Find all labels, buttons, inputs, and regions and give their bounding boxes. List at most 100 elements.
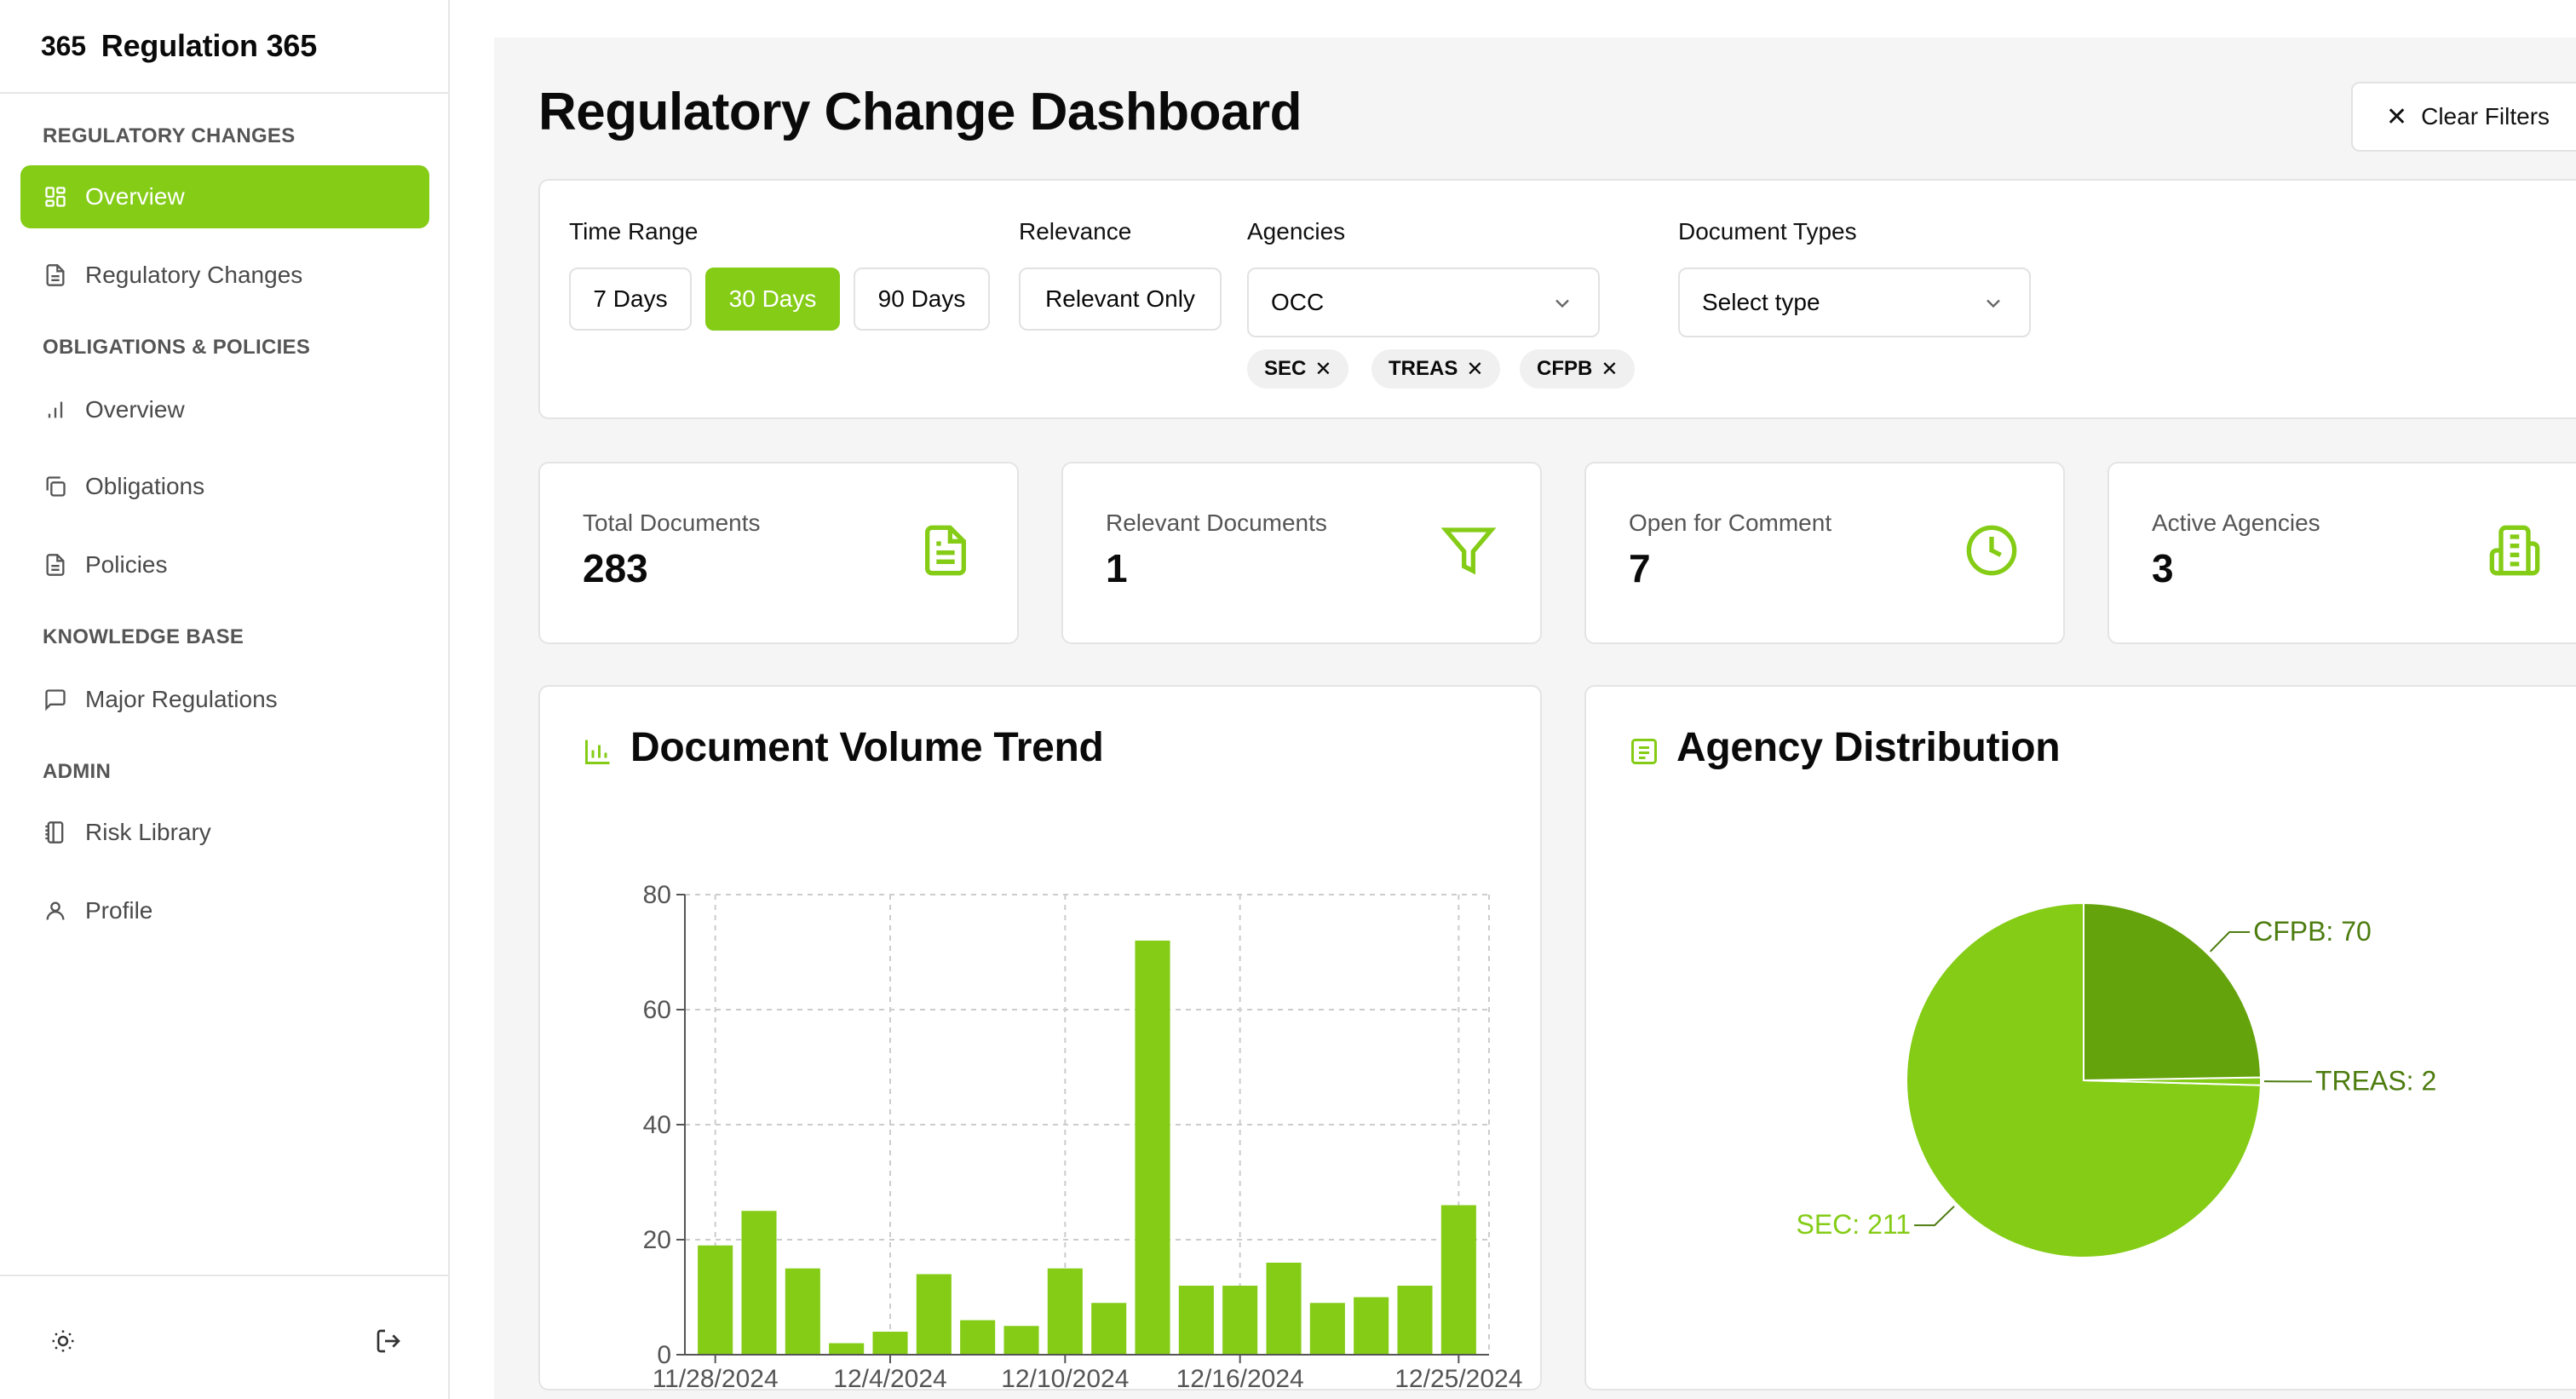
time-range-label: Time Range [569,218,699,245]
y-tick-label: 40 [643,1111,671,1139]
sun-icon [52,1330,74,1352]
stat-value: 3 [2152,546,2174,590]
app-name: Regulation 365 [101,28,318,63]
bar[interactable] [1266,1263,1302,1355]
message-square-icon [43,687,68,712]
clear-filters-button[interactable]: ✕ Clear Filters [2351,82,2576,152]
sidebar: 365 Regulation 365 REGULATORY CHANGES Ov… [0,0,450,1399]
document-types-select[interactable]: Select type [1678,268,2031,337]
bar[interactable] [960,1320,996,1356]
stat-total-documents: Total Documents 283 [538,462,1019,644]
bar[interactable] [872,1332,908,1355]
remove-icon[interactable]: ✕ [1601,357,1619,381]
bar[interactable] [1440,1205,1476,1356]
filter-icon [1441,527,1496,575]
agencies-select-value: OCC [1271,289,1325,315]
time-range-30-days[interactable]: 30 Days [705,268,840,331]
sidebar-item-obligations[interactable]: Obligations [20,455,429,518]
notebook-icon [43,820,68,845]
sidebar-item-label: Policies [85,551,168,578]
bar[interactable] [1047,1268,1083,1355]
log-out-icon [377,1329,400,1353]
agencies-label: Agencies [1247,218,1346,245]
bar[interactable] [1135,941,1170,1355]
y-tick-label: 60 [643,996,671,1024]
pie-leader-line [2209,931,2251,953]
section-admin: ADMIN [43,760,112,783]
bar[interactable] [1091,1303,1127,1355]
stat-value: 1 [1106,546,1128,590]
stat-open-for-comment: Open for Comment 7 [1584,462,2065,644]
section-regulatory-changes: REGULATORY CHANGES [43,124,296,147]
pie-leader-line [1914,1206,1955,1227]
document-icon [43,262,68,288]
sidebar-item-label: Major Regulations [85,686,278,712]
copy-icon [43,474,68,499]
bar[interactable] [741,1211,777,1355]
bar[interactable] [1222,1286,1258,1355]
section-knowledge-base: KNOWLEDGE BASE [43,625,244,648]
main-content: Regulatory Change Dashboard ✕ Clear Filt… [494,37,2576,1399]
agency-chip-sec[interactable]: SEC ✕ [1247,349,1349,389]
chip-label: TREAS [1389,357,1458,380]
bar-chart-icon [43,397,68,423]
sidebar-footer [0,1275,448,1399]
sidebar-item-label: Profile [85,897,153,924]
chevron-down-icon [1555,299,1569,308]
brand[interactable]: 365 Regulation 365 [0,0,448,94]
bar[interactable] [829,1343,865,1356]
stat-label: Relevant Documents [1106,510,1327,536]
bar[interactable] [1178,1286,1214,1355]
pie-slice[interactable] [1906,901,2262,1258]
clock-icon [1966,525,2017,576]
pie-chart: SEC: 211 TREAS: 2 CFPB: 70 [1796,901,2436,1258]
bar[interactable] [1397,1286,1433,1355]
list-icon [1631,739,1657,764]
stat-active-agencies: Active Agencies 3 [2107,462,2576,644]
bar[interactable] [916,1274,952,1356]
y-tick-label: 0 [657,1341,671,1369]
sidebar-item-label: Overview [85,396,185,423]
section-obligations-policies: OBLIGATIONS & POLICIES [43,336,311,359]
file-text-icon [43,552,68,578]
user-icon [43,898,68,924]
time-range-7-days[interactable]: 7 Days [569,268,692,331]
remove-icon[interactable]: ✕ [1466,357,1484,381]
filters-panel: Time Range 7 Days 30 Days 90 Days Releva… [538,179,2576,419]
sidebar-item-major-regulations[interactable]: Major Regulations [20,668,429,731]
theme-toggle-button[interactable] [46,1324,80,1358]
chart-title: Document Volume Trend [630,725,1104,770]
bar[interactable] [698,1245,733,1355]
sidebar-item-risk-library[interactable]: Risk Library [20,801,429,864]
clear-filters-label: Clear Filters [2421,103,2550,130]
agencies-select[interactable]: OCC [1247,268,1600,337]
bar[interactable] [1003,1326,1039,1355]
pie-label: TREAS: 2 [2315,1065,2436,1096]
stat-value: 283 [583,546,648,590]
bar[interactable] [1354,1297,1389,1356]
sidebar-item-overview[interactable]: Overview [20,165,429,228]
remove-icon[interactable]: ✕ [1314,357,1332,381]
time-range-90-days[interactable]: 90 Days [854,268,990,331]
building-icon [2489,525,2540,576]
x-tick-label: 11/28/2024 [653,1365,779,1389]
sidebar-item-label: Regulatory Changes [85,262,303,288]
sidebar-item-regulatory-changes[interactable]: Regulatory Changes [20,244,429,307]
agency-chip-treas[interactable]: TREAS ✕ [1371,349,1501,389]
x-tick-label: 12/25/2024 [1394,1365,1522,1389]
y-tick-label: 80 [643,881,671,909]
document-types-label: Document Types [1678,218,1857,245]
chevron-down-icon [1987,299,2000,308]
bar[interactable] [1309,1303,1345,1355]
x-tick-label: 12/4/2024 [833,1365,946,1389]
stat-label: Total Documents [583,510,761,536]
sidebar-item-profile[interactable]: Profile [20,879,429,942]
sidebar-item-obligations-overview[interactable]: Overview [20,378,429,441]
sidebar-item-policies[interactable]: Policies [20,533,429,596]
logout-button[interactable] [371,1324,405,1358]
bar[interactable] [785,1268,820,1355]
relevant-only-toggle[interactable]: Relevant Only [1019,268,1222,331]
page-title: Regulatory Change Dashboard [538,83,1302,141]
pie-slice[interactable] [2083,901,2262,1082]
agency-chip-cfpb[interactable]: CFPB ✕ [1520,349,1636,389]
